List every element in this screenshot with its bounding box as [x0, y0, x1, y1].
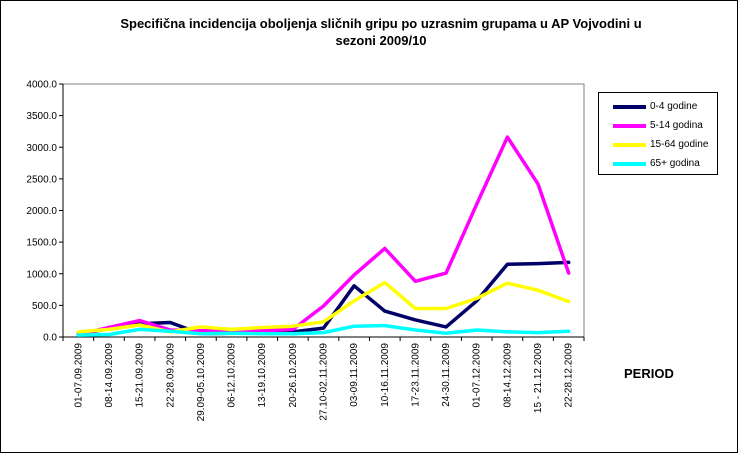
y-tick-label: 1500.0	[26, 238, 57, 249]
x-tick-label: 20-26.10.2009	[288, 343, 299, 408]
x-tick-label: 24-30.11.2009	[441, 343, 452, 407]
legend-label: 65+ godina	[650, 158, 700, 169]
legend-item: 0-4 godine	[599, 100, 717, 114]
legend-item: 15-64 godine	[599, 138, 717, 152]
x-tick-label: 29.09-05.10.2009	[196, 343, 207, 422]
y-tick-label: 0.0	[43, 333, 57, 344]
x-tick-label: 13-19.10.2009	[257, 343, 268, 408]
legend-label: 0-4 godine	[650, 101, 698, 112]
series-line	[76, 260, 571, 336]
y-tick-label: 2000.0	[26, 206, 57, 217]
x-tick-label: 01-07.12.2009	[472, 343, 483, 408]
plot-area	[62, 83, 585, 338]
legend-item: 5-14 godina	[599, 119, 717, 133]
x-tick-label: 10-16.11.2009	[380, 343, 391, 407]
legend-item: 65+ godina	[599, 157, 717, 171]
x-tick-label: 17-23.11.2009	[410, 343, 421, 407]
chart-title-line-1: Specifična incidencija oboljenja sličnih…	[120, 16, 642, 31]
series-line	[76, 323, 571, 337]
x-tick-label: 15 - 21.12.2009	[533, 343, 544, 413]
legend-swatch	[613, 162, 646, 166]
legend-label: 15-64 godine	[650, 139, 709, 150]
chart-title-line-2: sezoni 2009/10	[335, 33, 427, 48]
y-tick-label: 2500.0	[26, 174, 57, 185]
legend-swatch	[613, 105, 646, 109]
chart-title: Specifična incidencija oboljenja sličnih…	[61, 15, 701, 49]
legend-swatch	[613, 124, 646, 128]
x-axis-label: PERIOD	[624, 366, 674, 381]
y-tick-label: 3000.0	[26, 143, 57, 154]
x-tick-label: 03-09.11.2009	[349, 343, 360, 407]
x-tick-label: 08-14.09.2009	[104, 343, 115, 408]
x-tick-label: 15-21.09.2009	[135, 343, 146, 408]
x-tick-label: 01-07.09.2009	[73, 343, 84, 408]
x-tick-label: 27.10-02.11.2009	[319, 343, 330, 421]
chart-legend: 0-4 godine 5-14 godina 15-64 godine 65+ god…	[598, 92, 718, 175]
legend-swatch	[613, 143, 646, 147]
y-tick-label: 1000.0	[26, 269, 57, 280]
x-tick-label: 06-12.10.2009	[227, 343, 238, 408]
x-tick-label: 22-28.09.2009	[165, 343, 176, 408]
series-line	[76, 135, 571, 337]
y-tick-label: 500.0	[32, 301, 57, 312]
y-tick-label: 3500.0	[26, 111, 57, 122]
y-tick-label: 4000.0	[26, 80, 57, 91]
x-tick-label: 08-14.12.2009	[502, 343, 513, 408]
legend-label: 5-14 godina	[650, 120, 703, 131]
x-tick-label: 22-28.12.2009	[564, 343, 575, 408]
